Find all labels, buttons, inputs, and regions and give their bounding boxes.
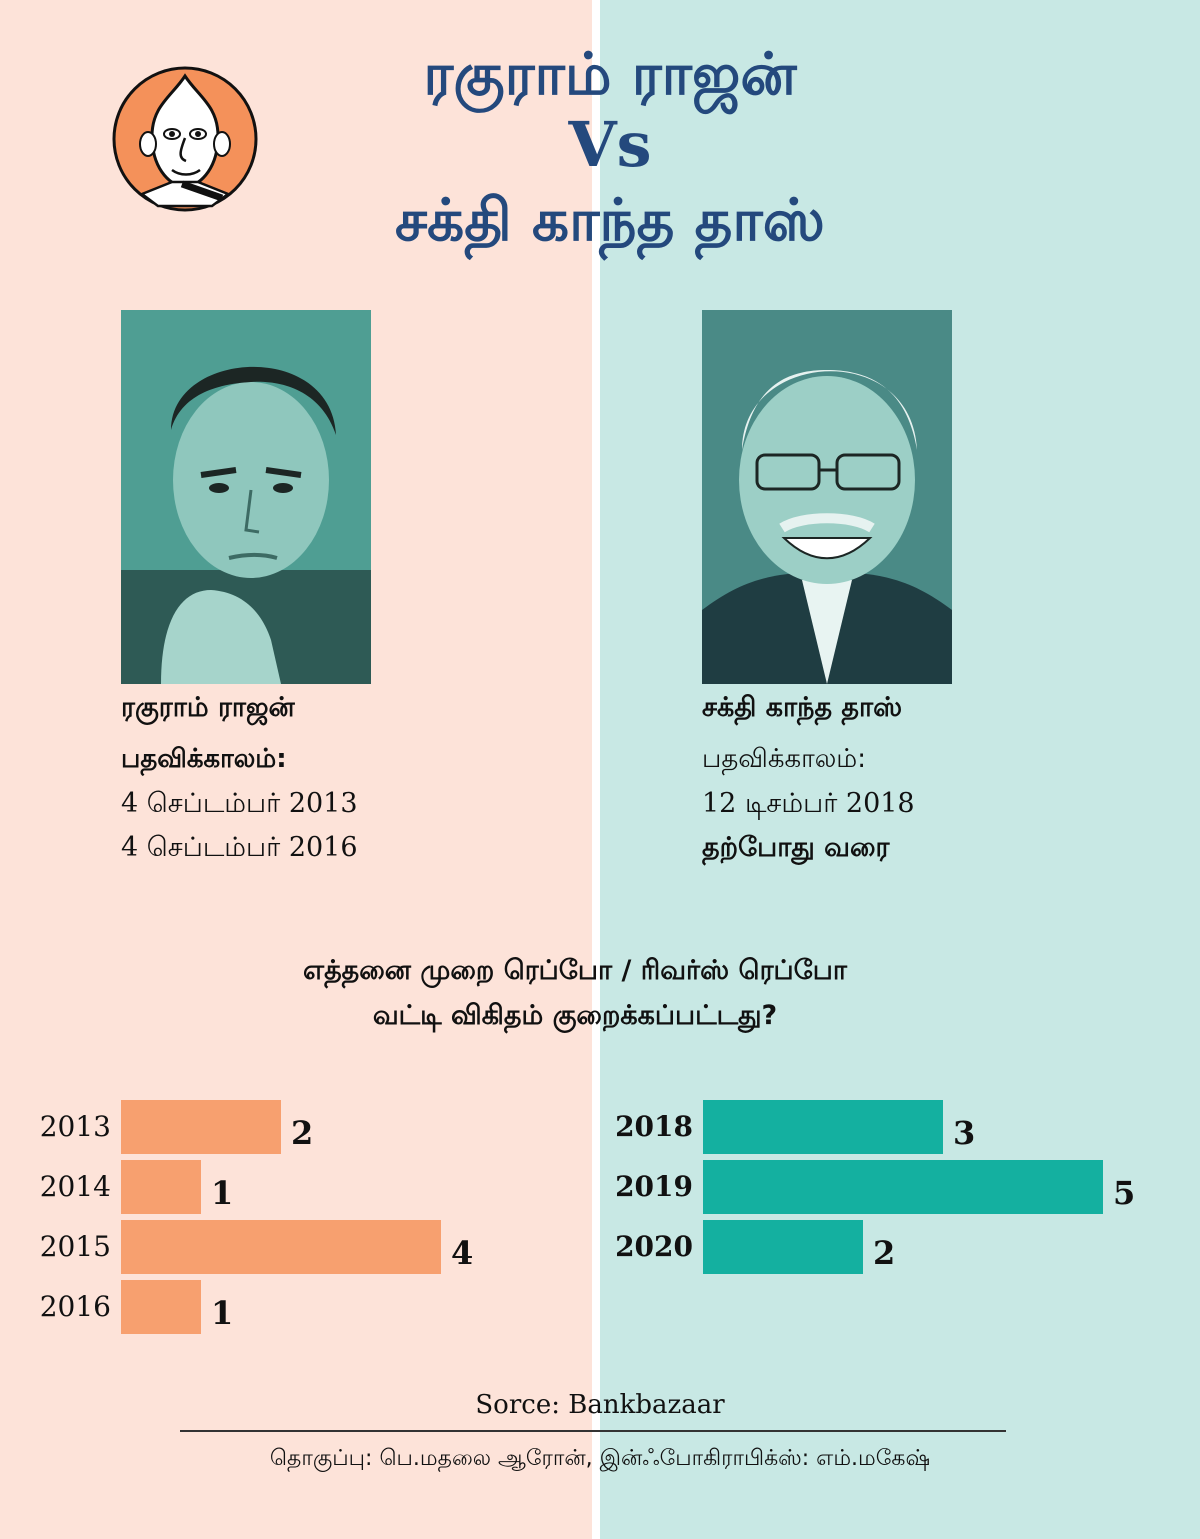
- mascot-logo-icon: [112, 66, 258, 212]
- left-tenure-to: 4 செப்டம்பர் 2016: [121, 832, 358, 863]
- das-bar-2018: [703, 1100, 943, 1154]
- left-tenure-from: 4 செப்டம்பர் 2013: [121, 788, 358, 819]
- rajan-bar-2016: [121, 1280, 201, 1334]
- das-value-label-2018: 3: [953, 1114, 975, 1152]
- rajan-bar-2013: [121, 1100, 281, 1154]
- left-tenure-label: பதவிக்காலம்:: [121, 744, 287, 774]
- das-value-label-2020: 2: [873, 1234, 895, 1272]
- chart-question: எத்தனை முறை ரெப்போ / ரிவர்ஸ் ரெப்போ வட்ட…: [150, 948, 1000, 1038]
- das-bar-2019: [703, 1160, 1103, 1214]
- rajan-value-label-2015: 4: [451, 1234, 473, 1272]
- right-panel-background: [600, 0, 1200, 1539]
- das-year-label-2018: 2018: [615, 1110, 693, 1143]
- raghuram-rajan-photo: [121, 310, 371, 684]
- left-name: ரகுராம் ராஜன்: [121, 692, 295, 723]
- rajan-bar-2014: [121, 1160, 201, 1214]
- question-line-2: வட்டி விகிதம் குறைக்கப்பட்டது?: [372, 1000, 778, 1031]
- das-year-label-2019: 2019: [615, 1170, 693, 1203]
- das-bar-chart: 2018 3 2019 5 2020 2: [615, 1100, 1135, 1274]
- rajan-year-label-2013: 2013: [40, 1110, 111, 1143]
- center-divider: [592, 0, 600, 1539]
- rajan-bar-2015: [121, 1220, 441, 1274]
- right-name: சக்தி காந்த தாஸ்: [702, 692, 903, 723]
- footer-rule: [180, 1430, 1006, 1432]
- title-line-1: ரகுராம் ராஜன்: [423, 40, 797, 108]
- rajan-year-label-2015: 2015: [40, 1230, 111, 1263]
- credits: தொகுப்பு: பெ.மதலை ஆரோன், இன்ஃபோகிராபிக்ஸ…: [269, 1446, 931, 1471]
- das-bar-2020: [703, 1220, 863, 1274]
- rajan-value-label-2016: 1: [211, 1294, 233, 1332]
- right-tenure-from: 12 டிசம்பர் 2018: [702, 788, 915, 819]
- title-vs: Vs: [568, 108, 652, 181]
- das-year-label-2020: 2020: [615, 1230, 693, 1263]
- right-tenure-label: பதவிக்காலம்:: [702, 744, 866, 774]
- repo-cut-bar-charts: 2013 2 2014 1 2015 4 2016 1 2018 3 2019 5 2020 2: [40, 1100, 1135, 1334]
- source-note: Sorce: Bankbazaar: [475, 1390, 725, 1420]
- das-value-label-2019: 5: [1113, 1174, 1135, 1212]
- left-panel-background: [0, 0, 592, 1539]
- question-line-1: எத்தனை முறை ரெப்போ / ரிவர்ஸ் ரெப்போ: [303, 955, 847, 986]
- rajan-year-label-2016: 2016: [40, 1290, 111, 1323]
- rajan-value-label-2013: 2: [291, 1114, 313, 1152]
- rajan-bar-chart: 2013 2 2014 1 2015 4 2016 1: [40, 1100, 473, 1334]
- rajan-year-label-2014: 2014: [40, 1170, 111, 1203]
- right-tenure-to: தற்போது வரை: [702, 832, 890, 863]
- title-line-2: சக்தி காந்த தாஸ்: [395, 186, 825, 254]
- shaktikanta-das-photo: [702, 310, 952, 684]
- rajan-value-label-2014: 1: [211, 1174, 233, 1212]
